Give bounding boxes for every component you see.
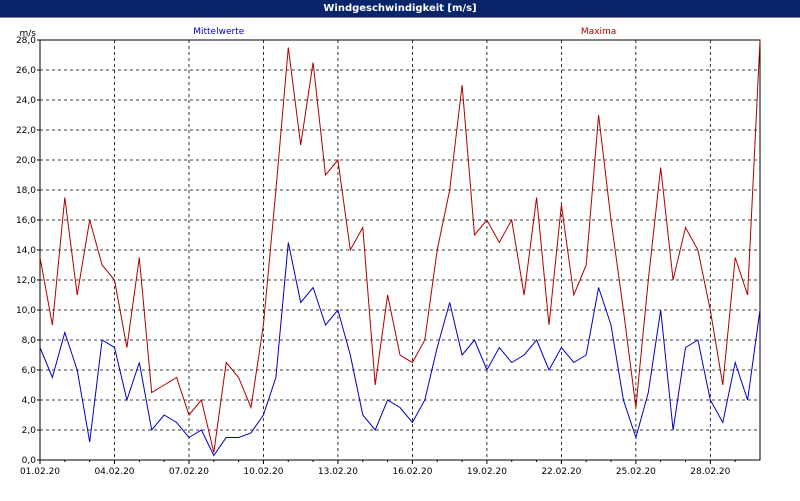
y-tick-label: 28,0 [16, 36, 36, 46]
x-tick-label: 07.02.20 [169, 467, 209, 477]
y-axis-label: m/s [20, 29, 37, 39]
wind-speed-chart: 0,0 2,0 4,0 6,0 8,0 10,0 12,0 14,0 16,0 18,0 20,0 2… [0, 18, 800, 501]
x-tick-label: 16.02.20 [392, 467, 432, 477]
legend: Mittelwerte Maxima [193, 27, 616, 37]
legend-label-maxima: Maxima [581, 27, 616, 37]
y-tick-label: 20,0 [16, 156, 36, 166]
y-tick-label: 12,0 [16, 276, 36, 286]
x-tick-label: 19.02.20 [467, 467, 507, 477]
x-tick-label: 10.02.20 [243, 467, 283, 477]
y-tick-label: 0,0 [22, 456, 37, 466]
y-tick-label: 6,0 [22, 366, 37, 376]
y-tick-label: 10,0 [16, 306, 36, 316]
y-tick-label: 14,0 [16, 246, 36, 256]
series-line-maxima [39, 39, 761, 453]
x-tick-label: 13.02.20 [318, 467, 358, 477]
y-tick-label: 24,0 [16, 96, 36, 106]
x-tick-label: 01.02.20 [20, 467, 60, 477]
y-tick-label: 26,0 [16, 66, 36, 76]
x-tick-label: 04.02.20 [94, 467, 134, 477]
legend-label-mittelwerte: Mittelwerte [193, 27, 244, 37]
series-layer [39, 39, 761, 457]
chart-window: 0,0 2,0 4,0 6,0 8,0 10,0 12,0 14,0 16,0 18,0 20,0 2… [0, 17, 800, 501]
series-line-mittelwerte [39, 242, 761, 457]
y-tick-label: 8,0 [22, 336, 37, 346]
axes: 0,0 2,0 4,0 6,0 8,0 10,0 12,0 14,0 16,0 18,0 20,0 2… [16, 29, 761, 477]
window-title: Windgeschwindigkeit [m/s] [0, 0, 800, 17]
x-tick-label: 25.02.20 [616, 467, 656, 477]
y-tick-label: 2,0 [22, 426, 37, 436]
x-tick-label: 22.02.20 [541, 467, 581, 477]
y-tick-label: 18,0 [16, 186, 36, 196]
chart-background [0, 18, 800, 501]
y-tick-label: 22,0 [16, 126, 36, 136]
x-tick-label: 28.02.20 [690, 467, 730, 477]
y-tick-label: 4,0 [22, 396, 37, 406]
y-tick-label: 16,0 [16, 216, 36, 226]
